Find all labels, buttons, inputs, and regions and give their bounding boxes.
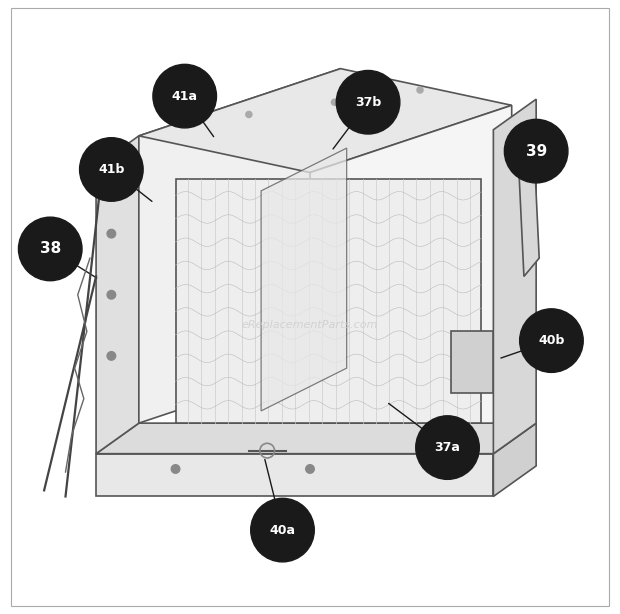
Circle shape — [250, 499, 314, 562]
Circle shape — [306, 465, 314, 473]
Circle shape — [107, 290, 116, 299]
Polygon shape — [494, 423, 536, 497]
Circle shape — [417, 87, 423, 93]
Circle shape — [440, 465, 449, 473]
Circle shape — [153, 64, 216, 128]
Text: 41a: 41a — [172, 90, 198, 103]
Circle shape — [19, 217, 82, 281]
Text: 38: 38 — [40, 241, 61, 257]
Circle shape — [336, 71, 400, 134]
Circle shape — [171, 465, 180, 473]
Polygon shape — [96, 454, 494, 497]
Polygon shape — [518, 130, 539, 276]
Polygon shape — [139, 69, 512, 173]
Text: 37a: 37a — [435, 441, 461, 454]
Polygon shape — [494, 99, 536, 454]
Circle shape — [520, 309, 583, 373]
Polygon shape — [96, 423, 536, 454]
Polygon shape — [96, 136, 139, 454]
Text: 40b: 40b — [538, 334, 565, 347]
Circle shape — [107, 230, 116, 238]
Text: 39: 39 — [526, 144, 547, 158]
Circle shape — [332, 99, 337, 105]
Text: 41b: 41b — [98, 163, 125, 176]
Text: 37b: 37b — [355, 96, 381, 109]
Text: 40a: 40a — [270, 524, 296, 537]
Polygon shape — [139, 69, 340, 423]
Circle shape — [504, 119, 568, 183]
Circle shape — [416, 416, 479, 480]
Polygon shape — [261, 148, 347, 411]
Polygon shape — [175, 179, 481, 423]
Polygon shape — [451, 332, 494, 392]
Circle shape — [79, 138, 143, 201]
Polygon shape — [310, 105, 512, 423]
Circle shape — [246, 111, 252, 117]
Text: eReplacementParts.com: eReplacementParts.com — [242, 321, 378, 330]
Circle shape — [107, 352, 116, 360]
